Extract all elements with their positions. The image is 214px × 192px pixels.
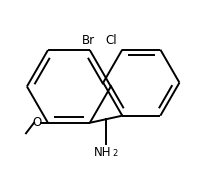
Text: Br: Br <box>82 34 95 47</box>
Text: 2: 2 <box>112 149 117 158</box>
Text: Cl: Cl <box>105 34 117 47</box>
Text: NH: NH <box>94 146 111 159</box>
Text: O: O <box>33 116 42 129</box>
